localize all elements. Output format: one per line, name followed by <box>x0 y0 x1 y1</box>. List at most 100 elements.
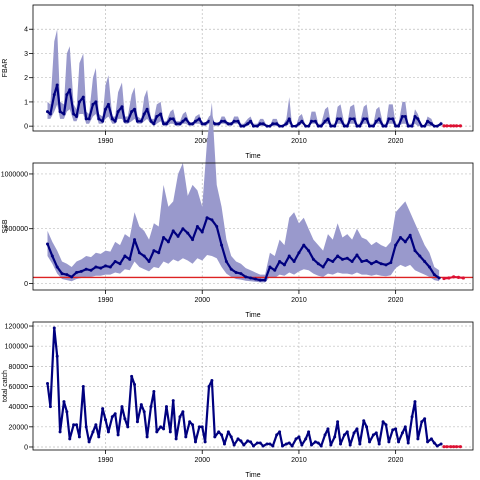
fbar-point-30 <box>142 112 146 116</box>
ssb-point-73 <box>398 235 402 239</box>
total-catch-point-94 <box>348 443 352 447</box>
total-catch-point-84 <box>316 441 320 445</box>
fbar-point-99 <box>365 117 369 121</box>
total-catch-point-42 <box>181 410 185 414</box>
ssb-point-18 <box>133 238 137 242</box>
ssb-point-5 <box>70 275 74 279</box>
fbar-point-61 <box>242 124 246 128</box>
total-catch-point-73 <box>280 444 284 448</box>
fbar-point-68 <box>265 124 269 128</box>
total-catch-point-109 <box>397 440 401 444</box>
fbar-point-118 <box>426 119 430 123</box>
ssb-point-60 <box>336 254 340 258</box>
ssb-point-39 <box>234 270 238 274</box>
ssb-point-74 <box>403 240 407 244</box>
total-catch-estimate-line <box>46 326 442 448</box>
ssb-point-49 <box>282 263 286 267</box>
fbar-xlabel: Time <box>245 153 260 160</box>
fbar-point-17 <box>101 119 105 123</box>
ssb-projection-point-3 <box>456 275 461 280</box>
fbar-projection-point-5 <box>458 124 463 128</box>
ssb-point-42 <box>249 276 253 280</box>
total-catch-xtick-label-2000: 2000 <box>194 457 210 464</box>
ssb-xtick-label-2010: 2010 <box>291 297 307 304</box>
total-catch-point-69 <box>268 442 272 446</box>
fbar-point-80 <box>304 124 308 128</box>
total-catch-point-55 <box>222 442 226 446</box>
ssb-point-19 <box>137 251 141 255</box>
fbar-point-96 <box>355 124 359 128</box>
fbar-point-48 <box>200 122 204 126</box>
fbar-point-47 <box>197 117 201 121</box>
ssb-projection-point-0 <box>442 276 446 281</box>
fbar-point-70 <box>271 122 275 126</box>
total-catch-point-62 <box>246 439 250 443</box>
fbar-point-82 <box>310 119 314 123</box>
ssb-point-47 <box>273 268 277 272</box>
fbar-point-104 <box>381 124 385 128</box>
total-catch-projection-point-2 <box>449 445 453 449</box>
fbar-point-66 <box>258 122 262 126</box>
ssb-point-21 <box>147 260 151 264</box>
total-catch-panel: 1990 2000 2010 2020 0 20000 40000 60000 80000 100… <box>2 321 474 479</box>
fbar-point-41 <box>178 122 182 126</box>
total-catch-point-118 <box>426 440 430 444</box>
fbar-point-52 <box>213 122 217 126</box>
total-catch-point-56 <box>226 430 230 434</box>
ssb-point-45 <box>263 278 267 282</box>
total-catch-point-2 <box>52 326 56 330</box>
ssb-point-14 <box>113 260 117 264</box>
fbar-panel: 1990 2000 2010 2020 0 1 2 3 4 Time FBAR <box>2 4 474 160</box>
total-catch-point-66 <box>258 441 262 445</box>
fbar-point-21 <box>113 119 117 123</box>
total-catch-point-32 <box>149 405 153 409</box>
total-catch-point-90 <box>336 420 340 424</box>
total-catch-point-30 <box>142 410 146 414</box>
ssb-point-53 <box>302 243 306 247</box>
total-catch-point-38 <box>168 430 172 434</box>
fbar-point-7 <box>68 88 72 92</box>
total-catch-ytick-label-60000: 60000 <box>9 384 29 391</box>
total-catch-point-103 <box>377 442 381 446</box>
ssb-point-34 <box>210 218 214 222</box>
ssb-point-2 <box>55 265 59 269</box>
fbar-point-100 <box>368 124 372 128</box>
total-catch-point-96 <box>355 427 359 431</box>
total-catch-point-97 <box>358 442 362 446</box>
fbar-point-49 <box>203 122 207 126</box>
ssb-point-23 <box>157 251 161 255</box>
ssb-projection-point-1 <box>447 276 451 280</box>
ssb-point-65 <box>360 260 364 264</box>
total-catch-point-21 <box>113 412 117 416</box>
ssb-point-80 <box>432 273 436 277</box>
fbar-point-106 <box>387 117 391 121</box>
total-catch-projection-point-3 <box>452 445 456 449</box>
fbar-point-94 <box>348 117 352 121</box>
fbar-point-13 <box>87 117 91 121</box>
fbar-ytick-label-1: 1 <box>24 99 28 106</box>
ssb-point-64 <box>355 253 359 257</box>
total-catch-point-71 <box>275 433 279 437</box>
total-catch-point-68 <box>265 442 269 446</box>
total-catch-point-37 <box>164 405 168 409</box>
fbar-point-11 <box>81 95 85 99</box>
total-catch-point-100 <box>368 440 372 444</box>
total-catch-point-80 <box>304 437 308 441</box>
total-catch-ytick-label-40000: 40000 <box>9 404 29 411</box>
total-catch-point-91 <box>339 442 343 446</box>
fbar-point-0 <box>46 110 50 114</box>
total-catch-point-117 <box>423 417 427 421</box>
ssb-point-15 <box>118 262 122 266</box>
fbar-point-31 <box>145 107 149 111</box>
ssb-point-1 <box>50 254 54 258</box>
fbar-point-102 <box>374 119 378 123</box>
fbar-point-60 <box>239 124 243 128</box>
fbar-point-72 <box>278 124 282 128</box>
total-catch-point-89 <box>333 435 337 439</box>
ssb-xtick-label-1990: 1990 <box>98 297 114 304</box>
total-catch-point-6 <box>65 410 69 414</box>
total-catch-point-107 <box>391 428 395 432</box>
total-catch-point-20 <box>110 415 114 419</box>
fbar-point-119 <box>429 122 433 126</box>
total-catch-point-13 <box>87 440 91 444</box>
